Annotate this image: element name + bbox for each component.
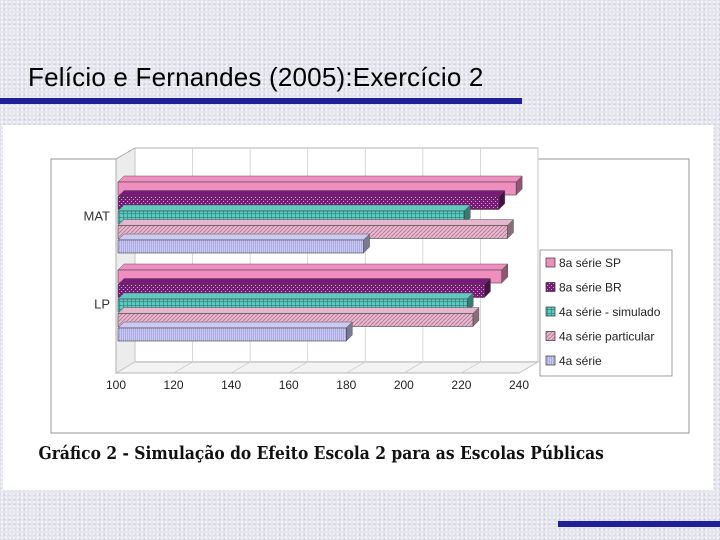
legend-label: 4a série - simulado (559, 305, 661, 319)
x-tick-label: 120 (164, 378, 184, 392)
slide-title: Felício e Fernandes (2005):Exercício 2 (28, 62, 484, 92)
bar-top-face (117, 219, 515, 226)
category-label: LP (94, 296, 110, 311)
x-tick-label: 160 (279, 378, 299, 392)
bar-top-face (117, 204, 471, 212)
category-label: MAT (84, 208, 111, 223)
x-tick-label: 220 (451, 378, 471, 392)
chart-legend: 8a série SP 8a série BR 4a série - simulad… (539, 249, 673, 377)
legend-box (539, 249, 673, 377)
x-tick-label: 180 (336, 378, 356, 392)
x-tick-label: 100 (106, 378, 126, 392)
bar-top-face (117, 263, 509, 271)
legend-swatch (545, 355, 556, 366)
bar-chart: 100 120 140 160 180 200 220 240 MAT LP 8a série SP… (50, 147, 690, 434)
legend-label: 8a série SP (559, 256, 621, 270)
x-tick-label: 200 (394, 378, 414, 392)
gridline-floor (461, 361, 481, 374)
gridline-floor (346, 361, 366, 374)
legend-swatch (545, 257, 556, 268)
gridline-floor (403, 361, 424, 374)
footer-accent-bar (558, 521, 720, 527)
bar-top-face (117, 292, 474, 300)
bar-lp-series-4 (117, 327, 347, 342)
gridline-floor (230, 361, 251, 374)
bar-top-face (117, 190, 506, 197)
legend-swatch (545, 331, 556, 341)
title-underline-bar (0, 98, 522, 104)
x-tick-label: 140 (221, 378, 241, 392)
plot-floor (114, 361, 540, 374)
legend-label: 4a série (559, 354, 602, 368)
bar-top-face (117, 233, 371, 241)
legend-swatch (545, 306, 556, 317)
legend-label: 4a série particular (559, 330, 654, 344)
x-tick-label: 240 (509, 378, 529, 392)
gridline-floor (518, 361, 539, 374)
bar-top-face (117, 307, 480, 314)
bar-top-face (117, 278, 492, 285)
gridline-floor (173, 361, 193, 374)
bar-top-face (117, 175, 523, 183)
legend-swatch (545, 282, 556, 292)
bar-top-face (117, 321, 353, 329)
bar-mat-series-4 (117, 239, 364, 254)
gridline-floor (288, 361, 308, 374)
chart-figure: 100 120 140 160 180 200 220 240 MAT LP 8a série SP… (3, 125, 713, 490)
gridline-floor (115, 361, 136, 374)
legend-label: 8a série BR (559, 281, 622, 295)
figure-caption: Gráfico 2 - Simulação do Efeito Escola 2… (38, 443, 604, 464)
